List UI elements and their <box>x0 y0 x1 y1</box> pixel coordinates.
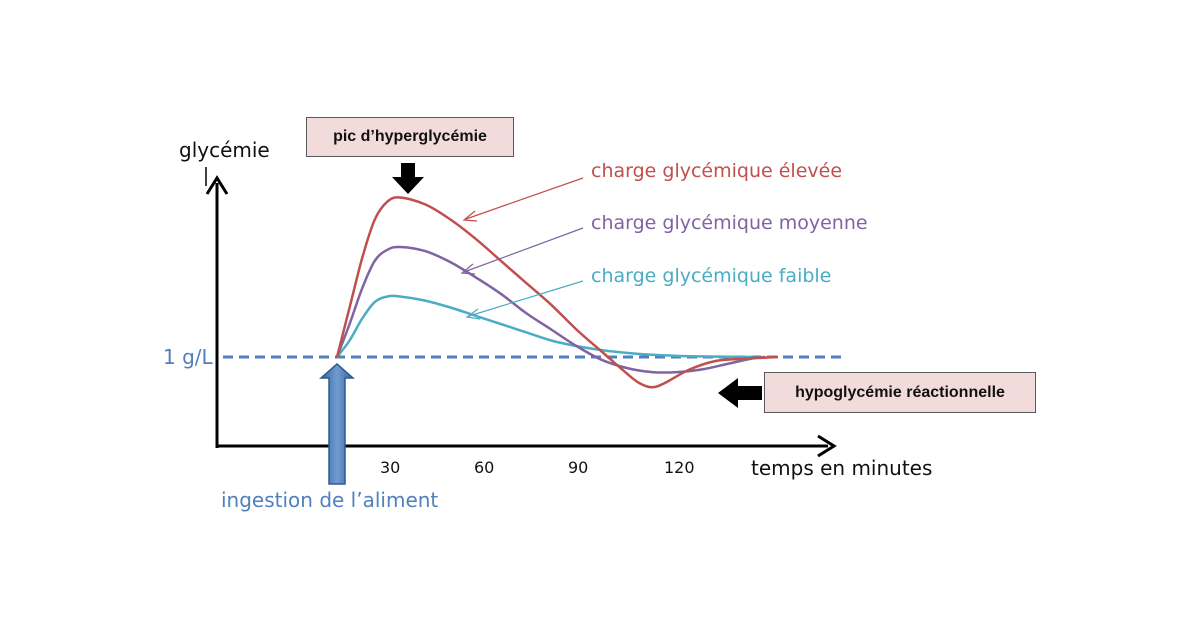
series-label-faible: charge glycémique faible <box>591 265 832 287</box>
x-tick-label: 120 <box>664 458 695 477</box>
x-tick-label: 30 <box>380 458 401 477</box>
peak-annotation-box: pic d’hyperglycémie <box>306 117 514 157</box>
pointer-elevee <box>462 177 584 222</box>
pointer-moyenne <box>460 227 584 275</box>
y-axis-arrowhead <box>205 175 229 195</box>
ingestion-label: ingestion de l’aliment <box>221 488 439 512</box>
ingestion-arrow-icon <box>319 363 355 485</box>
baseline-label: 1 g/L <box>163 345 213 369</box>
series-label-moyenne: charge glycémique moyenne <box>591 212 868 234</box>
series-line-moyenne <box>335 245 766 374</box>
series-line-elevee <box>335 196 779 389</box>
x-axis-title: temps en minutes <box>751 456 933 480</box>
series-label-elevee: charge glycémique élevée <box>591 160 843 182</box>
peak-arrow-icon <box>392 163 424 194</box>
x-tick-label: 90 <box>568 458 589 477</box>
x-axis-arrowhead <box>817 434 837 458</box>
pointer-faible <box>465 280 584 320</box>
hypo-arrow-icon <box>718 378 762 408</box>
x-tick-label: 60 <box>474 458 495 477</box>
y-axis-title: glycémie <box>179 138 270 162</box>
hypo-annotation-box: hypoglycémie réactionnelle <box>764 372 1036 413</box>
series-line-faible <box>336 294 753 359</box>
